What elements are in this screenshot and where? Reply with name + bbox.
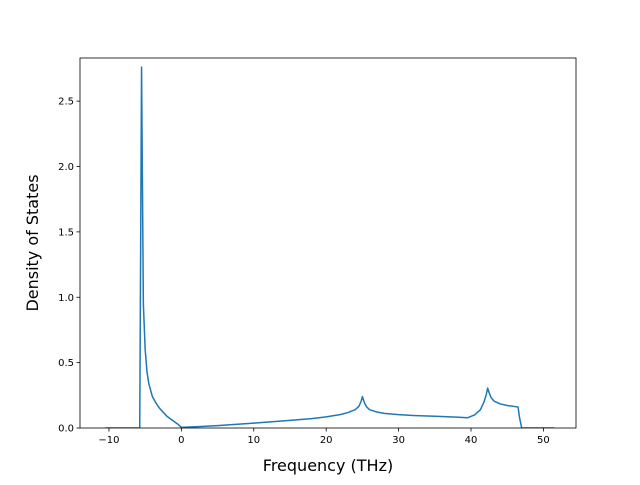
x-tick-label: 50 (537, 435, 550, 446)
plot-background (80, 58, 576, 428)
x-axis-label: Frequency (THz) (263, 456, 393, 475)
x-tick-label: 40 (465, 435, 478, 446)
x-tick-label: 30 (392, 435, 405, 446)
x-tick-label: −10 (98, 435, 119, 446)
y-tick-label: 0.5 (58, 358, 74, 369)
y-tick-label: 2.5 (58, 97, 74, 108)
x-tick-label: 20 (320, 435, 333, 446)
y-axis-label: Density of States (23, 174, 42, 311)
y-tick-label: 1.0 (58, 293, 74, 304)
plot-area (105, 66, 555, 428)
plot-frame (79, 57, 577, 429)
dos-series-line (105, 66, 555, 428)
y-tick-label: 1.5 (58, 227, 74, 238)
y-tick-label: 2.0 (58, 162, 74, 173)
y-axis-ticks: 0.0 0.5 1.0 1.5 2.0 2.5 (58, 97, 80, 435)
y-tick-label: 0.0 (58, 424, 74, 435)
x-tick-label: 0 (178, 435, 184, 446)
x-tick-label: 10 (247, 435, 260, 446)
x-axis-ticks: −10 0 10 20 30 40 50 (98, 428, 550, 446)
